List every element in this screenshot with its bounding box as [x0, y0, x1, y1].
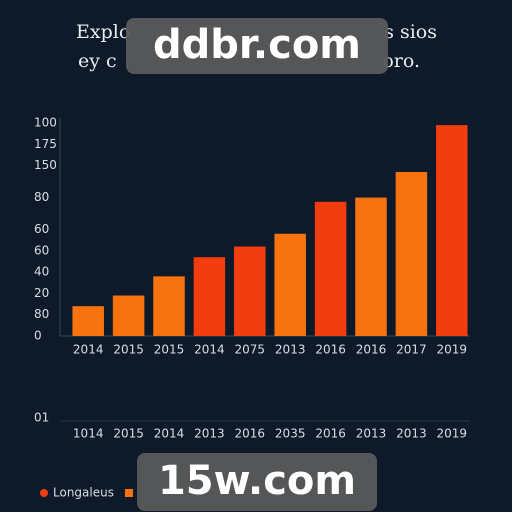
- bar: [153, 276, 185, 336]
- x-tick-label: 2014: [194, 343, 225, 357]
- x-tick-label-second: 2016: [315, 427, 346, 441]
- x-tick-label-second: 2019: [437, 427, 468, 441]
- x-tick-label-second: 2013: [396, 427, 427, 441]
- x-tick-label: 2014: [73, 343, 104, 357]
- y-tick-label: 80: [34, 307, 49, 321]
- x-tick-label: 2016: [356, 343, 387, 357]
- watermark: ddbr.com: [153, 22, 361, 68]
- y-tick-label: 60: [34, 243, 49, 257]
- bar: [395, 171, 428, 336]
- x-tick-label-second: 2014: [154, 427, 185, 441]
- legend-label: Longaleus: [53, 486, 114, 500]
- x-tick-label: 2019: [437, 343, 468, 357]
- bar: [436, 125, 468, 336]
- bar: [314, 201, 347, 336]
- x-tick-label: 2017: [396, 343, 427, 357]
- watermark: 15w.com: [158, 458, 356, 504]
- bar: [193, 257, 226, 336]
- y-tick-label: 60: [34, 222, 49, 236]
- y-tick-label: 0: [34, 329, 42, 343]
- x-tick-label-second: 1014: [73, 427, 104, 441]
- legend-swatch: [124, 489, 133, 497]
- x-tick-label: 2015: [113, 343, 144, 357]
- x-tick-label: 2075: [235, 343, 266, 357]
- bar: [234, 246, 266, 336]
- y-tick-label: 100: [34, 116, 57, 130]
- y-tick-label: 150: [34, 158, 57, 172]
- bar: [112, 295, 145, 336]
- chart-title-end: s sios: [384, 21, 437, 43]
- x-tick-label: 2013: [275, 343, 306, 357]
- x-tick-label-second: 2013: [356, 427, 387, 441]
- x-tick-label-second: 2035: [275, 427, 306, 441]
- legend-swatch: [40, 489, 48, 497]
- x-tick-label-second: 2015: [113, 427, 144, 441]
- x-tick-label-second: 2016: [235, 427, 266, 441]
- y-tick-label: 40: [34, 265, 49, 279]
- chart-subtitle-end: oro.: [382, 50, 420, 72]
- bar: [355, 197, 387, 336]
- y-tick-label: 80: [34, 190, 49, 204]
- watermark-box: [126, 18, 388, 74]
- chart-title: Explo: [76, 21, 130, 43]
- watermark-box: [137, 453, 377, 511]
- x-tick-label: 2016: [315, 343, 346, 357]
- chart-subtitle: ey c: [78, 50, 117, 72]
- bar: [72, 306, 104, 336]
- bar: [274, 233, 306, 336]
- y-tick-label: 175: [34, 137, 57, 151]
- y-tick-label: 20: [34, 286, 49, 300]
- second-row-label: 01: [34, 411, 49, 425]
- x-tick-label: 2015: [154, 343, 185, 357]
- x-tick-label-second: 2013: [194, 427, 225, 441]
